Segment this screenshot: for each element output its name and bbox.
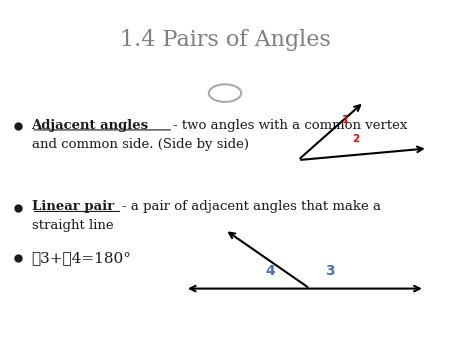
Text: ∶3+∶4=180°: ∶3+∶4=180°: [32, 251, 131, 265]
Text: 2: 2: [352, 135, 359, 144]
Text: 3: 3: [325, 264, 335, 278]
Text: Linear pair: Linear pair: [32, 200, 114, 213]
Text: 4: 4: [265, 264, 275, 278]
Text: - two angles with a common vertex: - two angles with a common vertex: [173, 119, 408, 131]
Text: - a pair of adjacent angles that make a: - a pair of adjacent angles that make a: [122, 200, 382, 213]
Text: straight line: straight line: [32, 219, 113, 232]
Text: 1.4 Pairs of Angles: 1.4 Pairs of Angles: [120, 29, 330, 51]
Text: and common side. (Side by side): and common side. (Side by side): [32, 138, 248, 151]
Text: 1: 1: [342, 116, 349, 125]
Text: Adjacent angles: Adjacent angles: [32, 119, 148, 131]
Circle shape: [209, 84, 241, 102]
